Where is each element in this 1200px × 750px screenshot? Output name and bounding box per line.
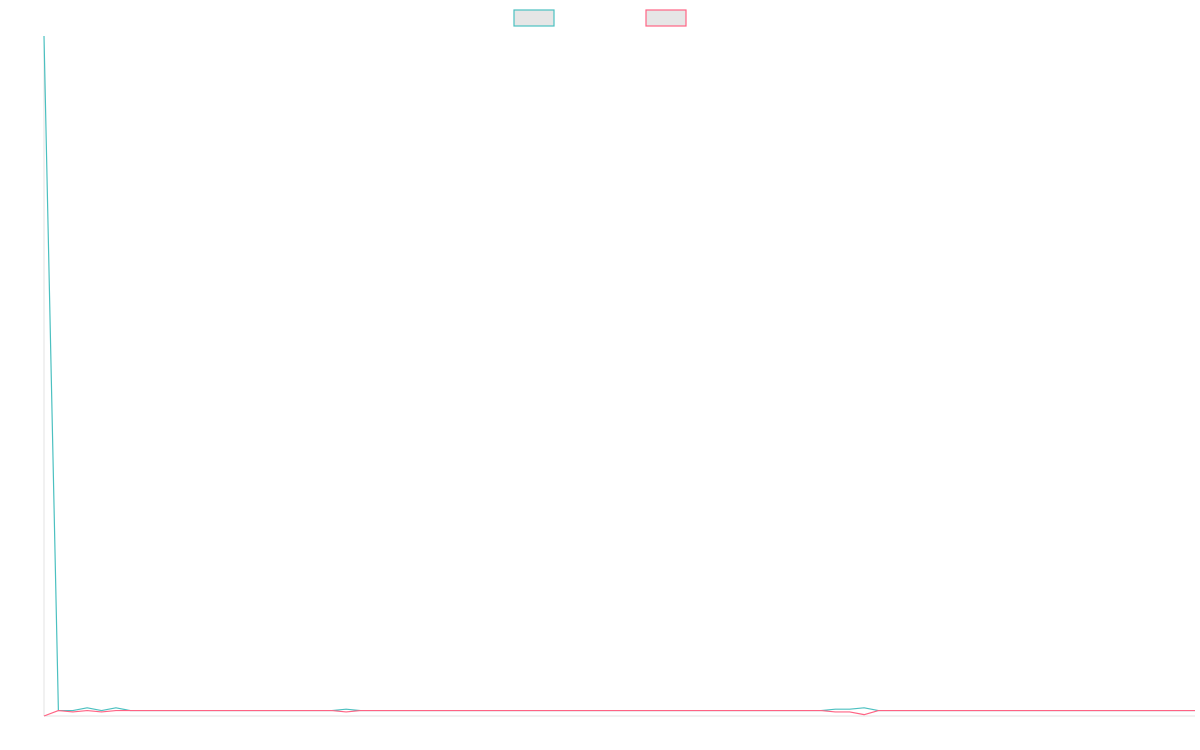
legend-swatch-2 bbox=[645, 9, 687, 27]
legend-item-2[interactable] bbox=[645, 9, 687, 27]
legend[interactable] bbox=[513, 9, 687, 27]
legend-item-1[interactable] bbox=[513, 9, 555, 27]
series-line-2 bbox=[43, 709, 1195, 717]
axes bbox=[43, 36, 1195, 717]
series-line-1 bbox=[43, 35, 1195, 712]
series-layer bbox=[43, 35, 1195, 717]
legend-swatch-1 bbox=[513, 9, 555, 27]
